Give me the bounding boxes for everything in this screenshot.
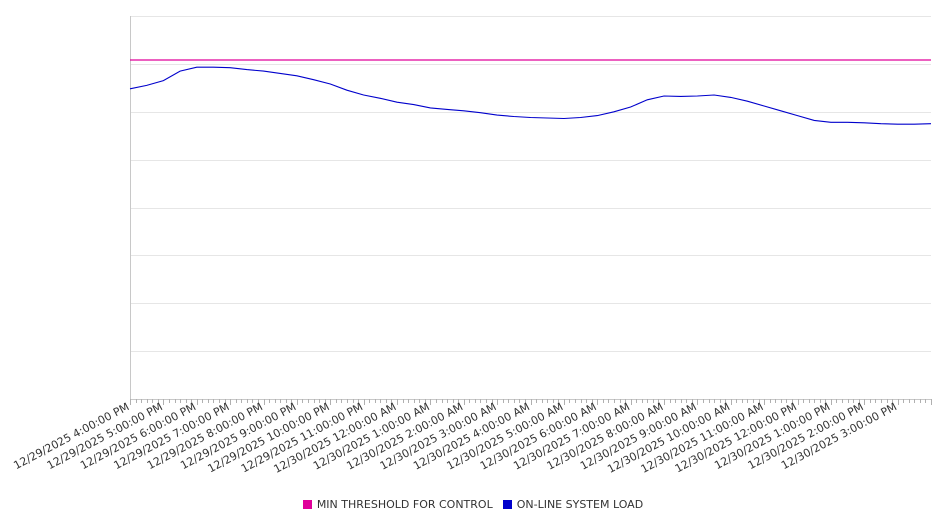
legend: MIN THRESHOLD FOR CONTROL ON-LINE SYSTEM…	[0, 498, 946, 511]
legend-label-threshold: MIN THRESHOLD FOR CONTROL	[316, 498, 493, 511]
legend-swatch-system-load	[502, 500, 512, 509]
legend-item-threshold[interactable]: MIN THRESHOLD FOR CONTROL	[302, 498, 493, 511]
legend-label-system-load: ON-LINE SYSTEM LOAD	[516, 498, 644, 511]
legend-swatch-threshold	[302, 500, 312, 509]
legend-item-system-load[interactable]: ON-LINE SYSTEM LOAD	[502, 498, 644, 511]
system-load-line	[129, 66, 932, 125]
